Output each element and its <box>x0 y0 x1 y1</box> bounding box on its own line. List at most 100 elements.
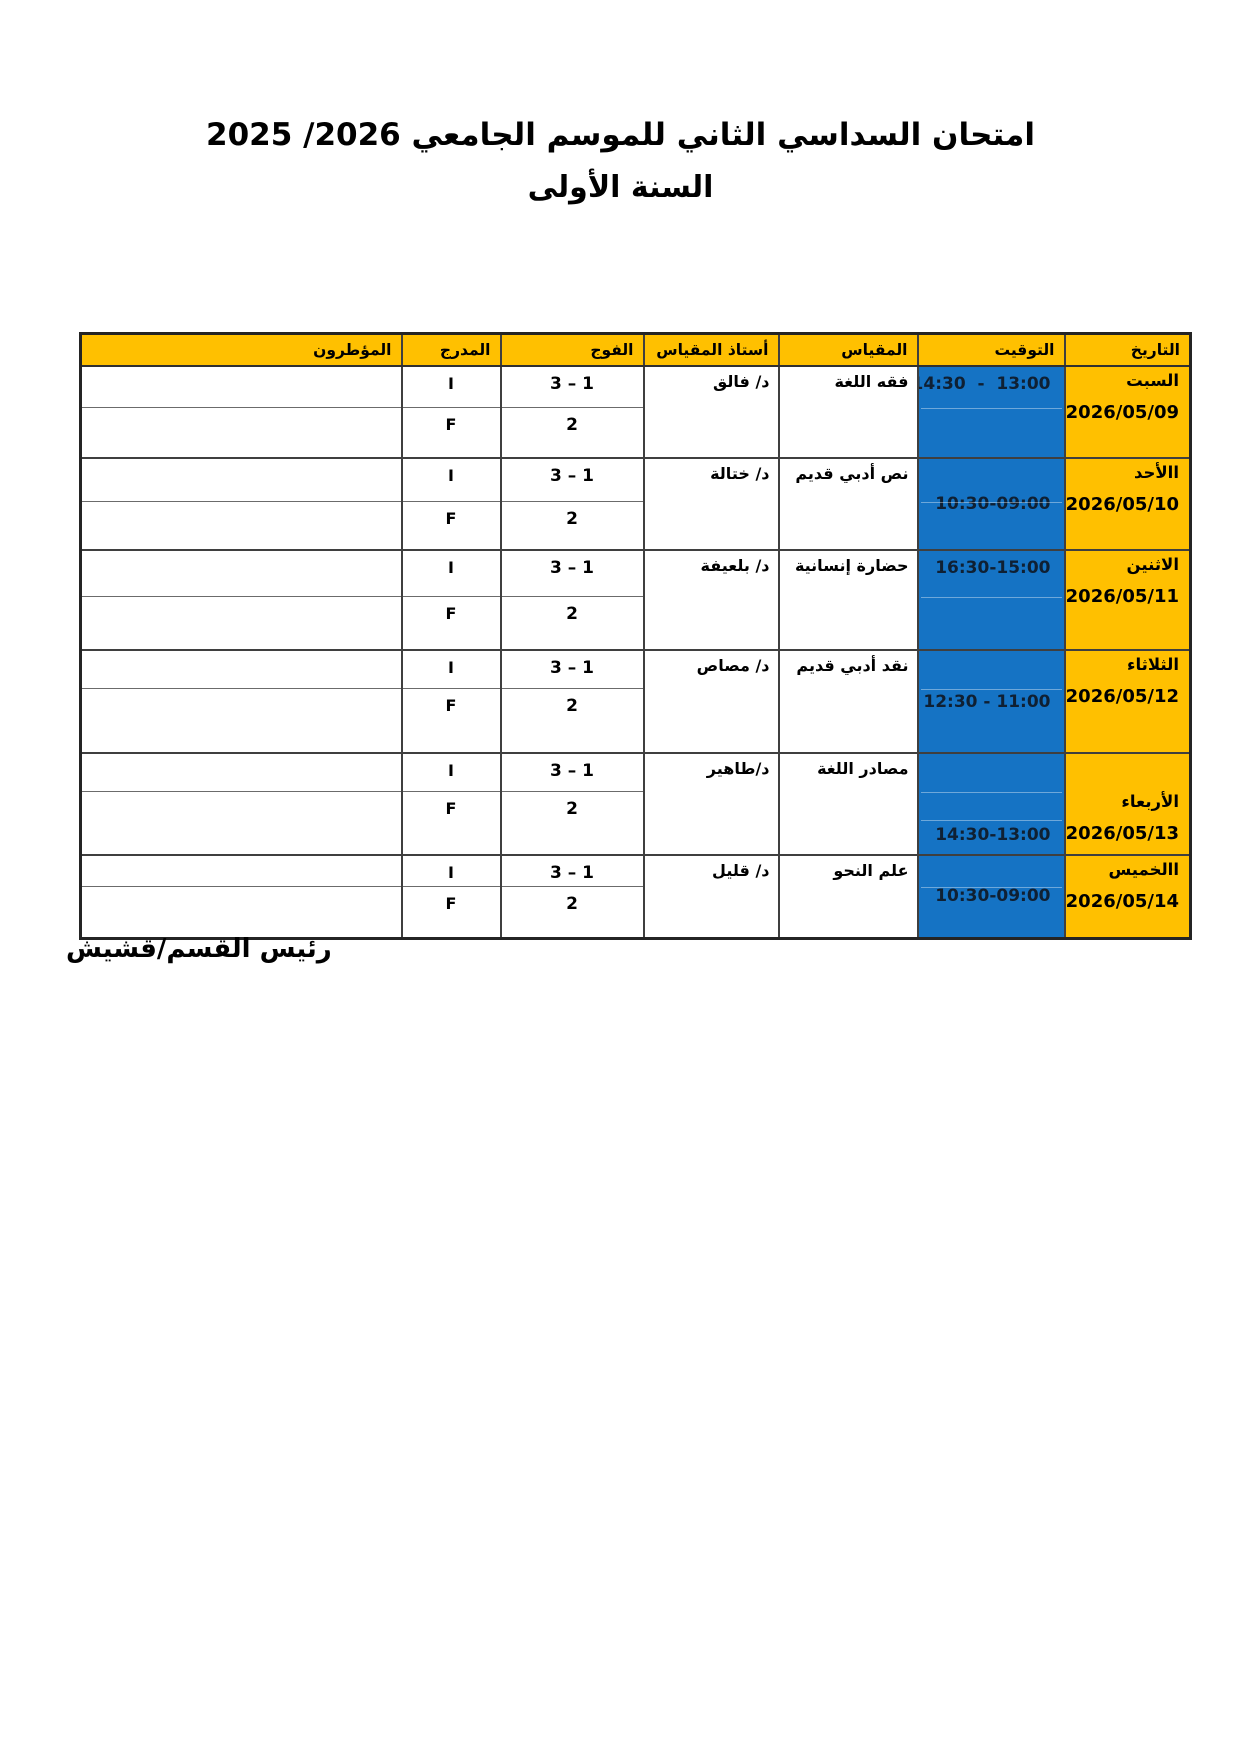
amphitheater-cell: I <box>400 649 502 689</box>
time-value: 10:30-09:00 <box>935 886 1051 907</box>
subject-cell: حضارة إنسانية <box>777 549 919 651</box>
title-line-2: السنة الأولى <box>527 169 714 205</box>
department-head-signature: رئيس القسم/قشيش <box>66 934 332 964</box>
table-row: 2 F <box>79 500 1191 551</box>
amphitheater-cell: F <box>400 885 502 939</box>
day-name: االأحد <box>1133 463 1179 482</box>
time-cell: 14:30 - 13:00 <box>916 365 1066 459</box>
supervisors-cell <box>79 649 403 689</box>
supervisors-cell <box>79 595 403 651</box>
table-row: 2 F <box>79 687 1191 754</box>
supervisors-cell <box>79 457 403 502</box>
date-value: 2026/05/12 <box>1065 685 1180 707</box>
date-value: 2026/05/10 <box>1065 493 1180 515</box>
header-cell-time: التوقيت <box>916 332 1066 367</box>
header-cell-subject: المقياس <box>777 332 919 367</box>
group-cell: 2 <box>499 595 645 651</box>
group-cell: 3 – 1 <box>499 549 645 597</box>
header-cell-date: التاريخ <box>1063 332 1192 367</box>
professor-cell: د/ ختالة <box>642 457 780 551</box>
amphitheater-cell: F <box>400 687 502 754</box>
table-row: الثلاثاء 2026/05/12 12:30 - 11:00 نقد أد… <box>79 649 1192 754</box>
header-cell-group: الفوج <box>499 332 645 367</box>
group-cell: 3 – 1 <box>499 854 645 887</box>
group-cell: 3 – 1 <box>499 365 645 408</box>
amphitheater-cell: I <box>400 752 502 792</box>
group-cell: 2 <box>499 687 645 754</box>
day-name: السبت <box>1126 371 1179 390</box>
table-row: الاثنين 2026/05/11 16:30-15:00 حضارة إنس… <box>79 549 1192 651</box>
group-cell: 2 <box>499 790 645 856</box>
table-row: 2 F <box>79 885 1191 939</box>
supervisors-cell <box>79 885 403 939</box>
day-name: الثلاثاء <box>1127 655 1179 674</box>
group-cell: 3 – 1 <box>499 457 645 502</box>
date-value: 2026/05/11 <box>1065 585 1180 607</box>
time-value: 14:30 - 13:00 <box>917 374 1051 394</box>
date-cell: السبت 2026/05/09 <box>1063 365 1192 459</box>
header-cell-amphitheater: المدرج <box>400 332 502 367</box>
date-cell: االأحد 2026/05/10 <box>1063 457 1192 551</box>
header-cell-supervisors: المؤطرون <box>79 332 403 367</box>
table-row: االأحد 2026/05/10 10:30-09:00 نص أدبي قد… <box>79 457 1192 551</box>
time-cell: 16:30-15:00 <box>916 549 1066 651</box>
title-line-1: امتحان السداسي الثاني للموسم الجامعي 202… <box>206 117 1035 153</box>
date-value: 2026/05/14 <box>1065 890 1180 912</box>
time-value: 10:30-09:00 <box>935 494 1051 514</box>
table-row: الأربعاء 2026/05/13 14:30-13:00 مصادر ال… <box>79 752 1192 856</box>
subject-cell: نقد أدبي قديم <box>777 649 919 754</box>
table-header-row: التاريخ التوقيت المقياس أستاذ المقياس ال… <box>79 332 1192 367</box>
amphitheater-cell: I <box>400 365 502 408</box>
day-name: الأربعاء <box>1121 792 1179 812</box>
date-cell: الثلاثاء 2026/05/12 <box>1063 649 1192 754</box>
amphitheater-cell: F <box>400 790 502 856</box>
professor-cell: د/ قليل <box>642 854 780 939</box>
supervisors-cell <box>79 854 403 887</box>
time-value: 12:30 - 11:00 <box>923 691 1051 712</box>
amphitheater-cell: F <box>400 595 502 651</box>
professor-cell: د/طاهير <box>642 752 780 856</box>
group-cell: 3 – 1 <box>499 649 645 689</box>
time-cell: 14:30-13:00 <box>916 752 1066 856</box>
amphitheater-cell: I <box>400 549 502 597</box>
day-name: االخميس <box>1108 860 1179 879</box>
table-row: 2 F <box>79 595 1191 651</box>
subject-cell: نص أدبي قديم <box>777 457 919 551</box>
supervisors-cell <box>79 549 403 597</box>
table-row: 2 F <box>79 406 1191 459</box>
professor-cell: د/ مصاص <box>642 649 780 754</box>
subject-cell: فقه اللغة <box>777 365 919 459</box>
date-cell: االخميس 2026/05/14 <box>1063 854 1192 939</box>
day-name: الاثنين <box>1126 555 1179 574</box>
time-cell: 10:30-09:00 <box>916 854 1066 939</box>
amphitheater-cell: F <box>400 500 502 551</box>
supervisors-cell <box>79 687 403 754</box>
supervisors-cell <box>79 500 403 551</box>
amphitheater-cell: F <box>400 406 502 459</box>
table-row: 2 F <box>79 790 1191 856</box>
time-value: 16:30-15:00 <box>935 558 1051 578</box>
table-row: االخميس 2026/05/14 10:30-09:00 علم النحو… <box>79 854 1192 939</box>
group-cell: 3 – 1 <box>499 752 645 792</box>
date-cell: الأربعاء 2026/05/13 <box>1063 752 1192 856</box>
supervisors-cell <box>79 752 403 792</box>
date-cell: الاثنين 2026/05/11 <box>1063 549 1192 651</box>
supervisors-cell <box>79 365 403 408</box>
time-value: 14:30-13:00 <box>935 825 1051 845</box>
amphitheater-cell: I <box>400 457 502 502</box>
time-cell: 10:30-09:00 <box>916 457 1066 551</box>
time-cell: 12:30 - 11:00 <box>916 649 1066 754</box>
subject-cell: مصادر اللغة <box>777 752 919 856</box>
page-title: امتحان السداسي الثاني للموسم الجامعي 202… <box>0 116 1241 206</box>
header-cell-professor: أستاذ المقياس <box>642 332 780 367</box>
exam-schedule-table: التاريخ التوقيت المقياس أستاذ المقياس ال… <box>79 332 1192 940</box>
group-cell: 2 <box>499 500 645 551</box>
group-cell: 2 <box>499 406 645 459</box>
date-value: 2026/05/13 <box>1065 823 1180 844</box>
amphitheater-cell: I <box>400 854 502 887</box>
professor-cell: د/ بلعيفة <box>642 549 780 651</box>
group-cell: 2 <box>499 885 645 939</box>
supervisors-cell <box>79 790 403 856</box>
date-value: 2026/05/09 <box>1065 401 1180 423</box>
